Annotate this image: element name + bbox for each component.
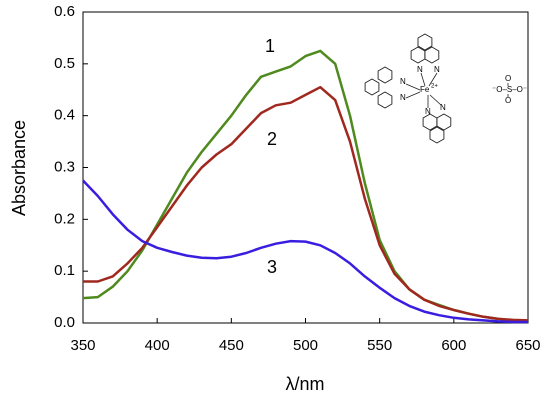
plot-frame xyxy=(82,11,529,324)
nitrogen: N xyxy=(434,65,440,74)
ring xyxy=(429,126,445,144)
y-tick-label: 0.0 xyxy=(54,314,75,331)
y-tick-label: 0.5 xyxy=(54,55,75,72)
bond xyxy=(405,91,421,99)
line-series xyxy=(83,85,529,322)
nitrogen: N xyxy=(400,93,406,102)
ring xyxy=(377,66,393,84)
ring xyxy=(422,113,438,131)
series-label: 3 xyxy=(267,257,277,277)
ring xyxy=(436,113,452,131)
nitrogen: N xyxy=(425,107,431,116)
bond xyxy=(428,72,438,87)
x-tick-label: 500 xyxy=(293,337,318,354)
y-tick-label: 0.4 xyxy=(54,107,75,124)
bond xyxy=(405,83,421,91)
y-tick-label: 0.3 xyxy=(54,158,75,175)
y-tick-label: 0.1 xyxy=(54,262,75,279)
x-tick-label: 450 xyxy=(219,337,244,354)
line-series xyxy=(82,49,529,323)
bond xyxy=(420,72,426,87)
line-series xyxy=(82,179,528,324)
ring xyxy=(424,46,440,64)
nitrogen: N xyxy=(417,65,423,74)
sulfate: ⁻O–S–O⁻ xyxy=(492,85,527,94)
nitrogen: N xyxy=(400,77,406,86)
oxygen: O xyxy=(505,96,511,105)
oxygen: O xyxy=(505,74,511,83)
x-tick-label: 600 xyxy=(441,337,466,354)
ring xyxy=(364,78,380,96)
nitrogen: N xyxy=(440,103,446,112)
y-axis-label: Absorbance xyxy=(9,120,29,216)
charge: 2+ xyxy=(431,84,438,90)
x-axis-label: λ/nm xyxy=(285,374,324,394)
ring xyxy=(377,91,393,109)
x-tick-label: 400 xyxy=(145,337,170,354)
series-label: 1 xyxy=(265,36,275,56)
y-tick-label: 0.6 xyxy=(54,3,75,20)
bond xyxy=(429,94,442,106)
series-label: 2 xyxy=(267,129,277,149)
structure: Fe 2+ N N N N N N ⁻O–S–O⁻ O O xyxy=(364,33,527,144)
ring xyxy=(410,46,426,64)
x-tick-label: 350 xyxy=(70,337,95,354)
metal: Fe xyxy=(420,85,430,94)
ring xyxy=(417,33,433,51)
y-tick-label: 0.2 xyxy=(54,210,75,227)
x-tick-label: 650 xyxy=(515,337,540,354)
x-tick-label: 550 xyxy=(367,337,392,354)
